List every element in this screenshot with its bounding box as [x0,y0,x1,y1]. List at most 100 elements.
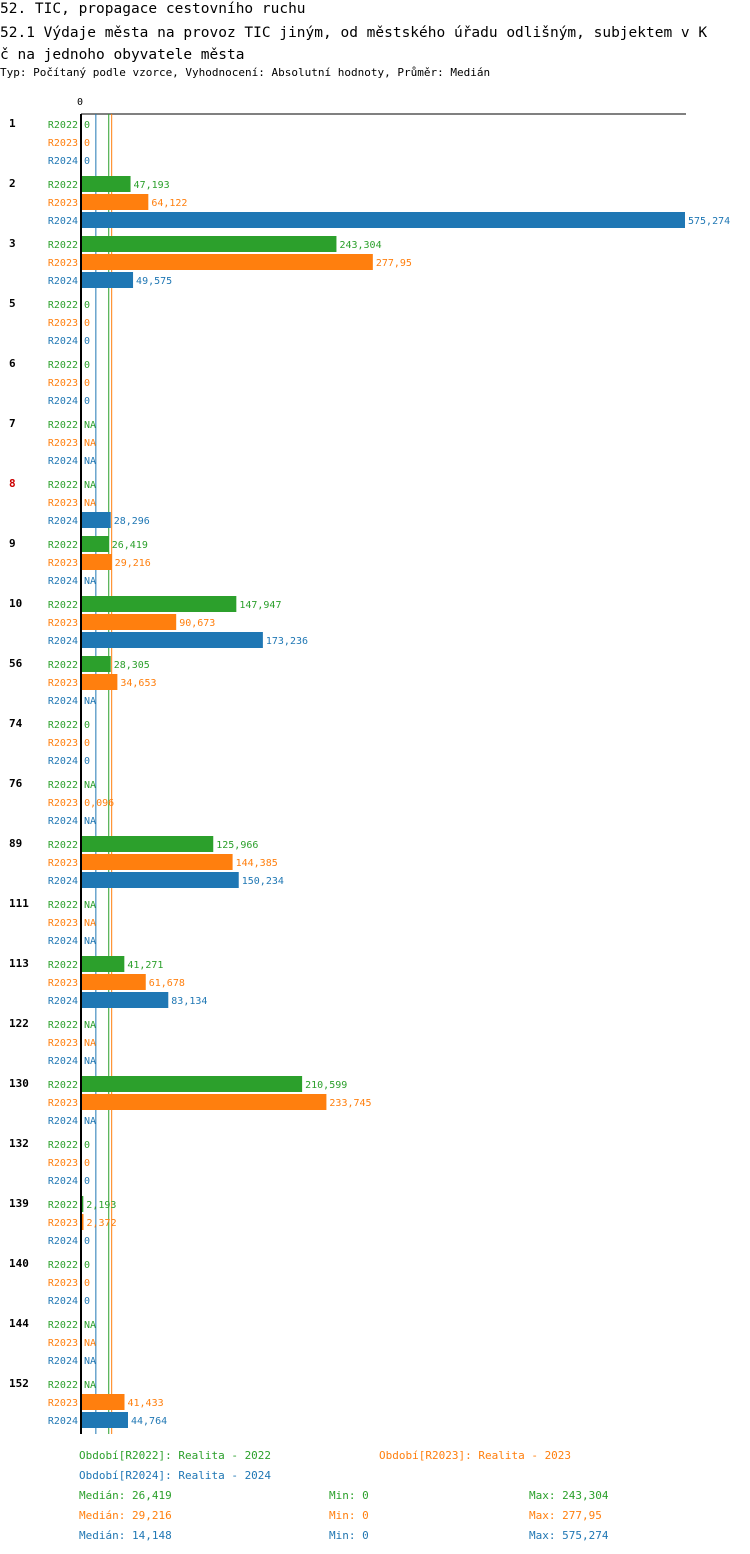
series-label-r2023: R2023 [48,1158,78,1169]
series-label-r2024: R2024 [48,936,78,947]
bar-r2024 [81,872,239,888]
value-label: 0 [84,1140,90,1151]
value-label: 41,433 [128,1398,164,1409]
value-label: NA [84,498,96,509]
series-label-r2024: R2024 [48,756,78,767]
series-label-r2024: R2024 [48,1236,78,1247]
legend-max-r2022: Max: 243,304 [529,1489,609,1502]
group-label: 2 [9,177,16,190]
series-label-r2022: R2022 [48,780,78,791]
group-label: 3 [9,237,16,250]
value-label: 83,134 [171,996,207,1007]
series-label-r2022: R2022 [48,1140,78,1151]
group-label: 74 [9,717,23,730]
series-label-r2023: R2023 [48,978,78,989]
value-label: 173,236 [266,636,308,647]
series-label-r2022: R2022 [48,600,78,611]
group-label: 5 [9,297,16,310]
series-label-r2024: R2024 [48,1056,78,1067]
series-label-r2023: R2023 [48,1218,78,1229]
value-label: NA [84,456,96,467]
value-label: 144,385 [236,858,278,869]
series-label-r2024: R2024 [48,696,78,707]
bar-r2024 [81,512,111,528]
value-label: NA [84,1380,96,1391]
value-label: NA [84,1056,96,1067]
series-label-r2024: R2024 [48,456,78,467]
series-label-r2023: R2023 [48,138,78,149]
value-label: 61,678 [149,978,185,989]
series-label-r2022: R2022 [48,1380,78,1391]
value-label: 44,764 [131,1416,167,1427]
legend-period-r2023: Období[R2023]: Realita - 2023 [379,1449,572,1462]
value-label: NA [84,480,96,491]
series-label-r2022: R2022 [48,360,78,371]
chart-meta: Typ: Počítaný podle vzorce, Vyhodnocení:… [0,66,491,79]
value-label: 41,271 [127,960,163,971]
value-label: NA [84,420,96,431]
bar-r2023 [81,974,146,990]
legend-min-r2023: Min: 0 [329,1509,369,1522]
series-label-r2023: R2023 [48,618,78,629]
group-label: 56 [9,657,23,670]
bar-r2022 [81,236,337,252]
series-label-r2022: R2022 [48,720,78,731]
bar-r2023 [81,1394,125,1410]
value-label: 0 [84,1236,90,1247]
value-label: 28,296 [114,516,150,527]
series-label-r2022: R2022 [48,1320,78,1331]
series-label-r2024: R2024 [48,1356,78,1367]
bar-r2023 [81,854,233,870]
value-label: NA [84,438,96,449]
legend-median-r2023: Medián: 29,216 [79,1509,172,1522]
series-label-r2022: R2022 [48,840,78,851]
value-label: 0,096 [84,798,114,809]
value-label: 34,653 [120,678,156,689]
series-label-r2023: R2023 [48,1278,78,1289]
series-label-r2023: R2023 [48,678,78,689]
value-label: 243,304 [339,240,381,251]
value-label: 2,193 [86,1200,116,1211]
bar-r2022 [81,956,125,972]
value-label: 49,575 [136,276,172,287]
legend-median-r2022: Medián: 26,419 [79,1489,172,1502]
legend-max-r2024: Max: 575,274 [529,1529,609,1542]
legend-median-r2024: Medián: 14,148 [79,1529,172,1542]
value-label: 0 [84,300,90,311]
value-label: NA [84,918,96,929]
value-label: 125,966 [216,840,258,851]
value-label: NA [84,816,96,827]
value-label: NA [84,900,96,911]
series-label-r2022: R2022 [48,240,78,251]
value-label: 26,419 [112,540,148,551]
series-label-r2023: R2023 [48,1038,78,1049]
series-label-r2024: R2024 [48,1296,78,1307]
chart-subtitle: 52.1 Výdaje města na provoz TIC jiným, o… [0,22,750,66]
series-label-r2023: R2023 [48,1098,78,1109]
group-label: 122 [9,1017,29,1030]
value-label: NA [84,1116,96,1127]
value-label: 0 [84,1260,90,1271]
value-label: 2,372 [86,1218,116,1229]
series-label-r2024: R2024 [48,636,78,647]
value-label: NA [84,1320,96,1331]
bar-r2023 [81,194,149,210]
value-label: NA [84,1356,96,1367]
series-label-r2022: R2022 [48,1080,78,1091]
group-label: 144 [9,1317,29,1330]
legend-min-r2022: Min: 0 [329,1489,369,1502]
series-label-r2023: R2023 [48,918,78,929]
series-label-r2023: R2023 [48,258,78,269]
series-label-r2023: R2023 [48,1338,78,1349]
series-label-r2024: R2024 [48,576,78,587]
bar-r2022 [81,596,237,612]
bar-r2022 [81,1076,303,1092]
group-label: 89 [9,837,22,850]
series-label-r2022: R2022 [48,960,78,971]
series-label-r2022: R2022 [48,180,78,191]
bar-r2024 [81,992,169,1008]
legend-period-r2022: Období[R2022]: Realita - 2022 [79,1449,272,1462]
series-label-r2022: R2022 [48,300,78,311]
group-label: 111 [9,897,29,910]
series-label-r2022: R2022 [48,420,78,431]
